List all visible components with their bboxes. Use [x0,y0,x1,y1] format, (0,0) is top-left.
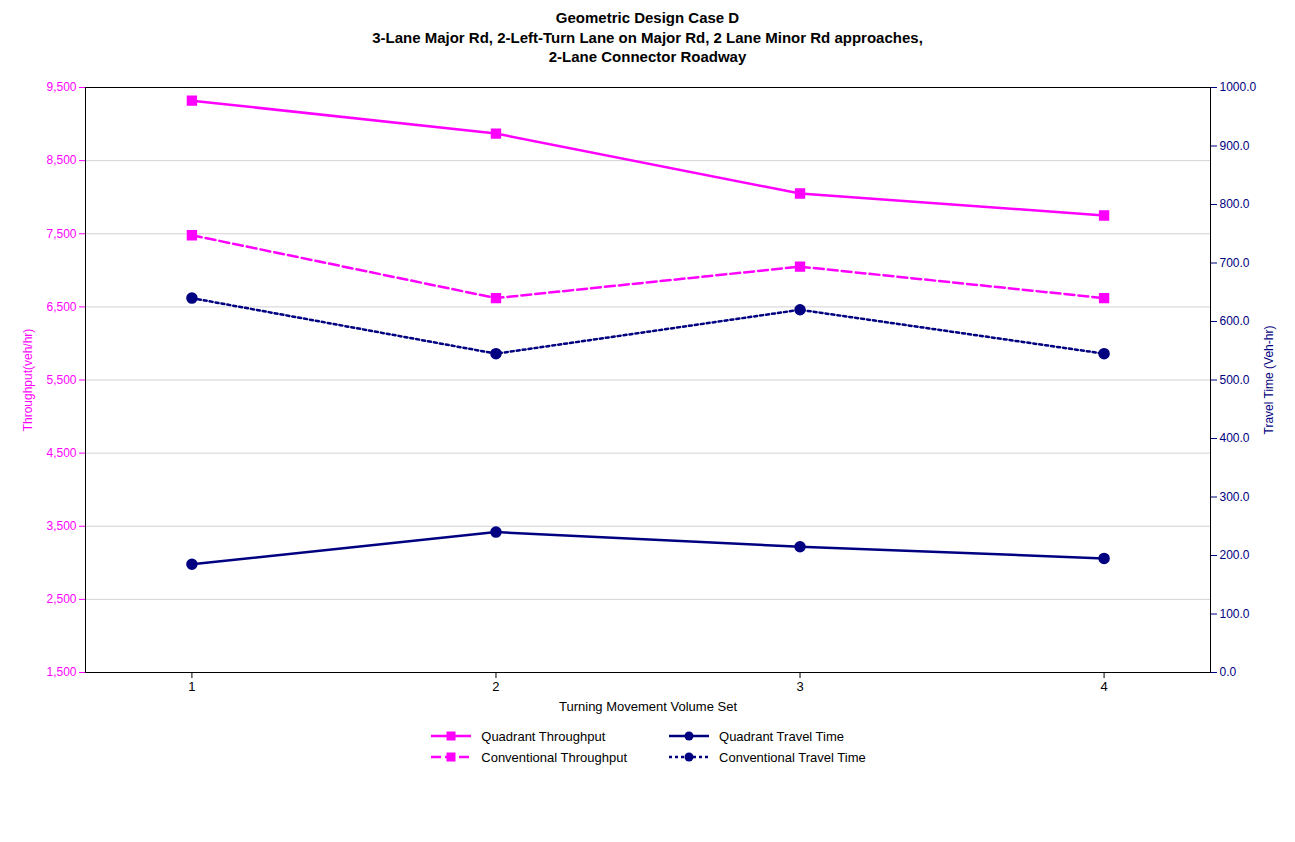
svg-text:4: 4 [1100,678,1107,693]
svg-text:1,500: 1,500 [46,665,76,679]
svg-text:2,500: 2,500 [46,592,76,606]
svg-text:3: 3 [796,678,803,693]
html-text:Quadrant Throughput: Quadrant Throughput [481,728,606,744]
svg-text:500.0: 500.0 [1220,372,1250,386]
svg-text:6,500: 6,500 [46,299,76,313]
svg-text:8,500: 8,500 [46,153,76,167]
svg-text:Turning Movement Volume Set: Turning Movement Volume Set [559,698,737,713]
svg-text:2: 2 [492,678,499,693]
html-text:Quadrant Travel Time: Quadrant Travel Time [719,728,844,744]
html-text:Conventional Throughput: Conventional Throughput [481,749,627,765]
svg-text:1: 1 [188,678,195,693]
svg-text:700.0: 700.0 [1220,255,1250,269]
svg-text:9,500: 9,500 [46,80,76,94]
svg-text:7,500: 7,500 [46,226,76,240]
svg-text:1000.0: 1000.0 [1220,80,1257,94]
svg-text:0.0: 0.0 [1220,665,1237,679]
svg-text:4,500: 4,500 [46,445,76,459]
svg-text:Travel Time (Veh-hr): Travel Time (Veh-hr) [1262,325,1276,434]
html-text:Geometric Design Case D 3-Lane: Geometric Design Case D 3-Lane Major Rd,… [372,9,923,65]
html-text:Conventional Travel Time: Conventional Travel Time [719,749,866,765]
svg-text:300.0: 300.0 [1220,489,1250,503]
svg-text:5,500: 5,500 [46,372,76,386]
svg-text:Throughput(veh/hr): Throughput(veh/hr) [21,328,35,431]
svg-text:400.0: 400.0 [1220,431,1250,445]
svg-text:600.0: 600.0 [1220,314,1250,328]
svg-text:200.0: 200.0 [1220,548,1250,562]
svg-text:3,500: 3,500 [46,519,76,533]
svg-text:800.0: 800.0 [1220,197,1250,211]
svg-text:900.0: 900.0 [1220,138,1250,152]
svg-text:100.0: 100.0 [1220,606,1250,620]
